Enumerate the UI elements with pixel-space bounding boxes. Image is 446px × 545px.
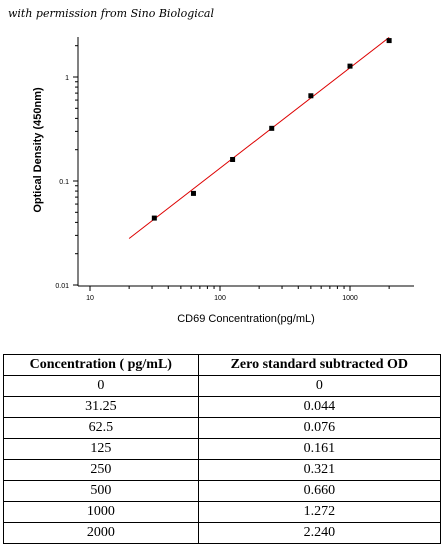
y-tick-label: 1 (65, 75, 69, 82)
x-axis-label: CD69 Concentration(pg/mL) (177, 313, 315, 325)
cell-od: 0.044 (197, 396, 442, 418)
table-row: 250 0.321 (3, 459, 442, 481)
standard-table: Concentration ( pg/mL) Zero standard sub… (3, 354, 442, 544)
cell-concentration: 31.25 (3, 396, 199, 418)
data-point (347, 63, 353, 69)
data-point (386, 38, 392, 44)
cell-concentration: 1000 (3, 501, 199, 523)
header-concentration: Concentration ( pg/mL) (3, 354, 199, 376)
cell-concentration: 250 (3, 459, 199, 481)
table-row: 500 0.660 (3, 480, 442, 502)
y-tick-label: 0.01 (55, 283, 69, 290)
cell-od: 2.240 (197, 522, 442, 544)
cell-od: 1.272 (197, 501, 442, 523)
standard-curve-chart: 10 100 1000 0.01 0.1 1 CD69 Concentration(pg/… (32, 37, 414, 325)
cell-concentration: 0 (3, 375, 199, 397)
cell-concentration: 125 (3, 438, 199, 460)
credit-text: with permission from Sino Biological (8, 7, 215, 20)
x-tick-label: 100 (214, 295, 226, 302)
cell-od: 0 (197, 375, 442, 397)
y-axis-label: Optical Density (450nm) (32, 87, 44, 213)
cell-concentration: 2000 (3, 522, 199, 544)
x-tick-label: 10 (86, 295, 94, 302)
cell-od: 0.321 (197, 459, 442, 481)
table-row: 62.5 0.076 (3, 417, 442, 439)
data-point (269, 125, 275, 131)
cell-od: 0.076 (197, 417, 442, 439)
table-row: 31.25 0.044 (3, 396, 442, 418)
header-od: Zero standard subtracted OD (197, 354, 442, 376)
data-point (151, 215, 157, 221)
table-row: 2000 2.240 (3, 522, 442, 544)
table-row: 125 0.161 (3, 438, 442, 460)
cell-concentration: 62.5 (3, 417, 199, 439)
table-header-row: Concentration ( pg/mL) Zero standard sub… (3, 354, 442, 376)
data-point (230, 156, 236, 162)
fit-line-group (128, 37, 390, 239)
data-points-group (151, 38, 392, 221)
chart-axes: 10 100 1000 0.01 0.1 1 (55, 37, 414, 302)
y-tick-label: 0.1 (59, 179, 69, 186)
cell-od: 0.660 (197, 480, 442, 502)
cell-concentration: 500 (3, 480, 199, 502)
fit-line (128, 37, 390, 239)
table-row: 1000 1.272 (3, 501, 442, 523)
x-tick-label: 1000 (342, 295, 358, 302)
data-point (308, 93, 314, 99)
cell-od: 0.161 (197, 438, 442, 460)
data-point (190, 190, 196, 196)
